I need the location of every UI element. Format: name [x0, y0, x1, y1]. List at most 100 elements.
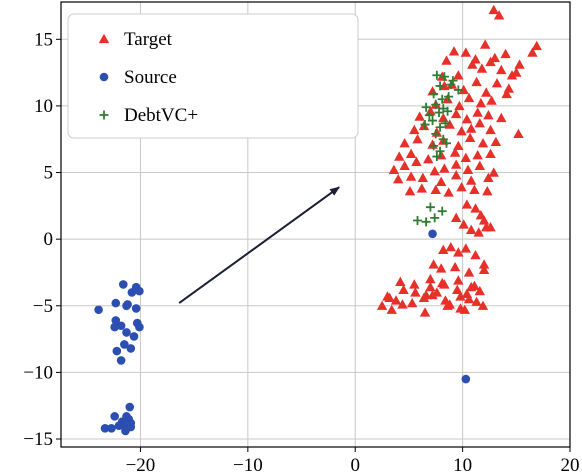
- target-point: [496, 112, 507, 123]
- debtvc--point: [435, 146, 445, 156]
- target-point: [438, 244, 449, 254]
- target-point: [420, 289, 432, 300]
- domain-shift-arrow: [178, 186, 340, 304]
- target-point: [441, 55, 452, 65]
- debtvc--point: [435, 122, 445, 132]
- target-point: [478, 215, 490, 225]
- target-point: [493, 10, 505, 20]
- target-point: [479, 39, 491, 49]
- source-point: [135, 322, 144, 332]
- target-point: [386, 304, 397, 314]
- y-tick-label: −5: [33, 296, 53, 317]
- target-point: [411, 156, 422, 167]
- target-point: [439, 163, 450, 173]
- target-point: [466, 281, 477, 292]
- target-point: [425, 273, 436, 284]
- source-point: [461, 374, 471, 384]
- target-point: [450, 212, 462, 222]
- legend-box: [67, 13, 359, 139]
- target-point: [459, 304, 470, 314]
- target-point: [425, 106, 436, 116]
- target-point: [531, 40, 542, 51]
- debtvc--point: [432, 70, 442, 80]
- debtvc--point: [434, 108, 444, 118]
- target-point: [458, 84, 469, 95]
- debtvc--point: [431, 100, 441, 110]
- target-point: [511, 67, 522, 77]
- target-point: [453, 70, 464, 80]
- target-point: [506, 70, 518, 80]
- target-point: [483, 110, 494, 120]
- series-target: [376, 4, 542, 317]
- target-point: [454, 100, 465, 111]
- y-tick-label: −15: [23, 429, 53, 450]
- target-point: [477, 138, 489, 148]
- source-point: [94, 305, 103, 315]
- target-point: [390, 295, 402, 305]
- source-point: [112, 346, 122, 356]
- target-point: [428, 259, 439, 269]
- debtvc--point: [413, 216, 423, 226]
- target-point: [461, 288, 473, 298]
- target-point: [453, 247, 464, 257]
- target-point: [409, 124, 420, 135]
- target-point: [463, 293, 475, 304]
- target-point: [456, 126, 467, 136]
- target-point: [514, 59, 525, 69]
- target-point: [470, 249, 481, 260]
- target-point: [448, 46, 460, 56]
- source-point: [111, 298, 121, 308]
- target-point: [430, 184, 441, 195]
- debtvc--point: [420, 120, 430, 130]
- target-point: [392, 174, 404, 184]
- debtvc--point: [453, 85, 463, 95]
- debtvc--point: [435, 81, 445, 91]
- debtvc--point: [437, 206, 447, 216]
- y-tick-label: 5: [44, 163, 54, 184]
- target-point: [462, 164, 474, 175]
- target-point: [405, 148, 417, 159]
- debtvc--point: [421, 217, 431, 227]
- source-point: [122, 301, 131, 311]
- target-point: [489, 52, 501, 63]
- target-point: [488, 4, 499, 15]
- target-point: [412, 134, 423, 144]
- debtvc--point: [439, 72, 449, 82]
- source-point: [126, 422, 136, 432]
- target-point: [439, 279, 450, 289]
- target-point: [445, 241, 457, 252]
- target-point: [442, 94, 453, 104]
- target-point: [473, 227, 484, 237]
- source-point: [125, 402, 135, 412]
- source-point: [110, 322, 119, 332]
- target-point: [427, 139, 438, 149]
- debtvc--point: [440, 118, 450, 128]
- debtvc--point: [444, 92, 454, 102]
- target-point: [450, 108, 462, 119]
- target-point: [471, 296, 482, 306]
- target-point: [376, 300, 388, 310]
- target-point: [488, 167, 499, 177]
- target-point: [481, 87, 492, 97]
- target-point: [458, 219, 469, 229]
- target-point: [490, 136, 502, 147]
- source-point: [126, 344, 136, 353]
- target-point: [453, 140, 464, 151]
- source-point: [129, 332, 139, 341]
- target-point: [486, 95, 497, 105]
- source-point: [120, 340, 129, 349]
- target-point: [388, 164, 400, 175]
- x-tick-label: 0: [350, 455, 360, 475]
- target-point: [453, 275, 464, 285]
- target-point: [399, 160, 410, 171]
- target-point: [431, 287, 443, 297]
- target-point: [460, 152, 472, 163]
- series-debtvc-: [413, 70, 463, 227]
- legend-label-source: Source: [124, 67, 177, 88]
- debtvc--point: [425, 202, 435, 212]
- debtvc--point: [429, 89, 439, 99]
- debtvc--point: [442, 138, 452, 148]
- source-point: [107, 424, 116, 433]
- target-point: [398, 284, 409, 294]
